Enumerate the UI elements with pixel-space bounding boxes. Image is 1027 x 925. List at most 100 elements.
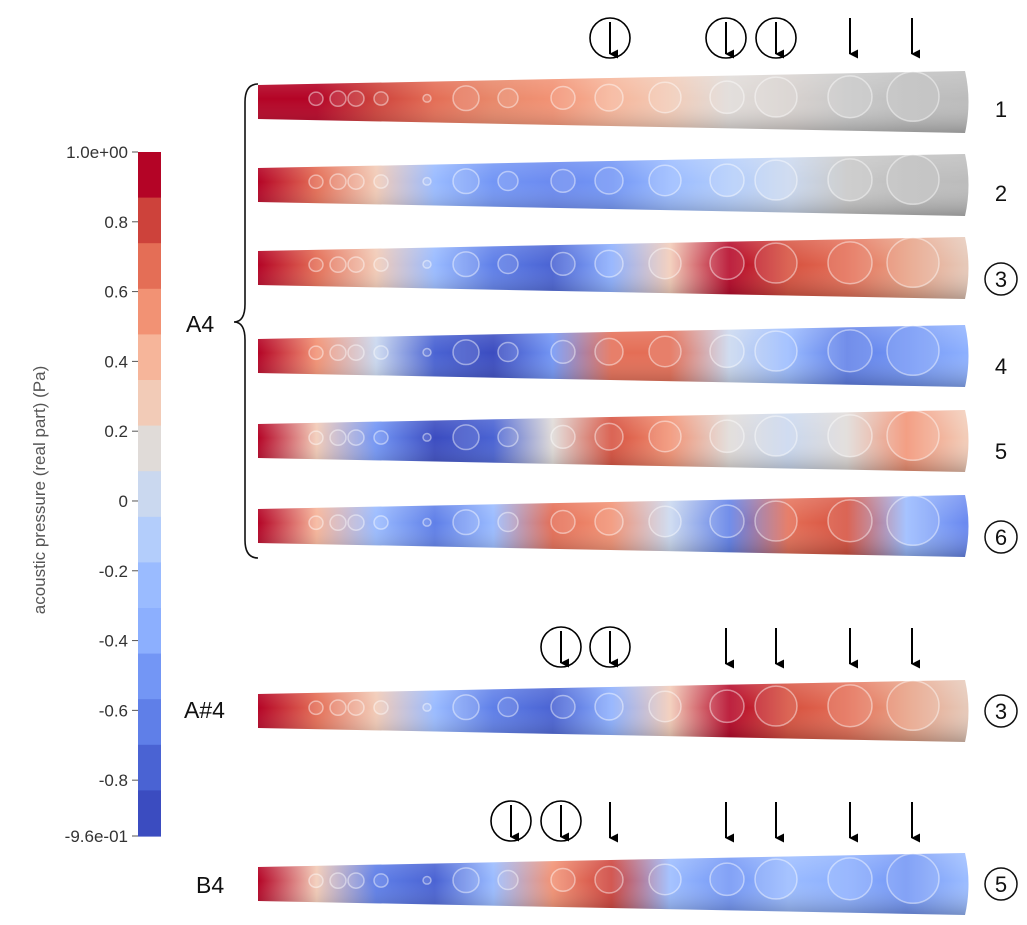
colorbar-tick-label: -0.4 — [99, 632, 128, 651]
tone-hole-highlight — [710, 505, 744, 538]
tone-hole — [754, 159, 798, 201]
tone-hole — [827, 158, 873, 202]
tone-hole-highlight — [755, 501, 797, 542]
tone-hole — [329, 256, 347, 274]
tone-hole-highlight — [374, 174, 388, 189]
tone-hole-highlight — [423, 876, 431, 885]
tube — [258, 495, 969, 557]
colorbar-band — [138, 516, 161, 563]
tone-hole — [308, 345, 324, 361]
tone-hole-highlight — [755, 77, 797, 118]
tone-hole-highlight — [423, 433, 431, 442]
colorbar-band — [138, 197, 161, 244]
tone-hole-highlight — [330, 515, 346, 531]
tone-hole — [373, 174, 389, 189]
tone-hole-highlight — [887, 680, 939, 731]
tone-hole — [827, 241, 873, 285]
tone-hole-highlight — [498, 342, 518, 362]
tone-hole-highlight — [551, 425, 575, 449]
tone-hole-highlight — [309, 874, 323, 888]
tone-hole-highlight — [551, 868, 575, 892]
tone-hole — [347, 429, 365, 446]
tone-hole-highlight — [348, 90, 364, 107]
tone-hole-highlight — [309, 701, 323, 715]
tone-hole — [827, 857, 873, 901]
tone-hole-highlight — [595, 866, 623, 893]
tone-hole-highlight — [374, 700, 388, 715]
tone-hole — [329, 429, 347, 447]
note-label-a4-4: 4 — [995, 354, 1007, 379]
tone-hole — [422, 875, 432, 885]
tone-hole — [709, 246, 745, 281]
colorbar-band — [138, 152, 161, 199]
tone-hole-highlight — [551, 510, 575, 534]
tone-hole — [497, 869, 519, 891]
tone-hole — [886, 680, 940, 732]
colorbar-tick-label: -0.8 — [99, 771, 128, 790]
tone-hole — [452, 85, 480, 112]
tone-hole — [648, 81, 682, 114]
tone-hole — [754, 76, 798, 118]
tone-hole — [827, 329, 873, 373]
tone-hole — [550, 509, 576, 535]
tone-hole-highlight — [595, 693, 623, 720]
tone-hole — [347, 699, 365, 716]
tone-hole — [422, 176, 432, 186]
tone-hole — [373, 257, 389, 272]
colorbar-band — [138, 608, 161, 655]
tone-hole — [329, 872, 347, 890]
tone-hole-highlight — [649, 506, 681, 537]
tone-hole-highlight — [551, 252, 575, 276]
tone-hole-highlight — [887, 154, 939, 205]
tone-hole — [886, 410, 940, 462]
tone-hole-highlight — [330, 345, 346, 361]
tone-hole — [594, 865, 624, 894]
tone-hole — [648, 505, 682, 538]
tone-hole — [709, 862, 745, 897]
group-label-a4: A4 — [186, 311, 214, 337]
tone-hole — [550, 867, 576, 893]
tone-hole-highlight — [595, 84, 623, 111]
tone-hole-highlight — [453, 867, 479, 893]
tone-hole-highlight — [887, 853, 939, 904]
tube — [258, 410, 969, 472]
tone-hole-highlight — [423, 177, 431, 186]
tone-hole — [709, 334, 745, 369]
tone-hole-highlight — [498, 254, 518, 274]
tone-hole-highlight — [423, 94, 431, 103]
tone-hole-highlight — [498, 171, 518, 191]
tone-hole — [308, 257, 324, 273]
tone-hole-highlight — [828, 158, 872, 201]
tone-hole-highlight — [423, 703, 431, 712]
tone-hole — [308, 700, 324, 716]
note-label-a-sharp-4-3: 3 — [995, 699, 1007, 724]
tone-hole — [886, 154, 940, 206]
tone-hole — [373, 430, 389, 445]
colorbar-band — [138, 653, 161, 700]
tone-hole-highlight — [309, 431, 323, 445]
tone-hole-highlight — [828, 329, 872, 372]
tone-hole-highlight — [423, 518, 431, 527]
tone-hole-highlight — [348, 429, 364, 446]
tone-hole — [754, 415, 798, 457]
tone-hole-highlight — [374, 257, 388, 272]
tone-hole-highlight — [551, 86, 575, 110]
colorbar: 1.0e+00 0.8 0.6 0.4 0.2 0 -0.2 -0.4 -0.6 -0.8 -9.6… — [30, 143, 161, 846]
tone-hole — [422, 517, 432, 527]
tone-hole-highlight — [649, 864, 681, 895]
tone-hole — [497, 341, 519, 363]
tone-hole — [308, 174, 324, 190]
tone-hole — [452, 867, 480, 894]
tone-hole — [594, 83, 624, 112]
tone-hole-highlight — [453, 339, 479, 365]
tube — [258, 325, 969, 387]
tone-hole-highlight — [374, 873, 388, 888]
tone-hole-highlight — [348, 256, 364, 273]
tone-hole — [709, 80, 745, 115]
tone-hole — [452, 424, 480, 451]
tone-hole-highlight — [330, 430, 346, 446]
tone-hole — [648, 247, 682, 280]
tone-hole — [594, 249, 624, 278]
colorbar-tick-label: -0.2 — [99, 562, 128, 581]
